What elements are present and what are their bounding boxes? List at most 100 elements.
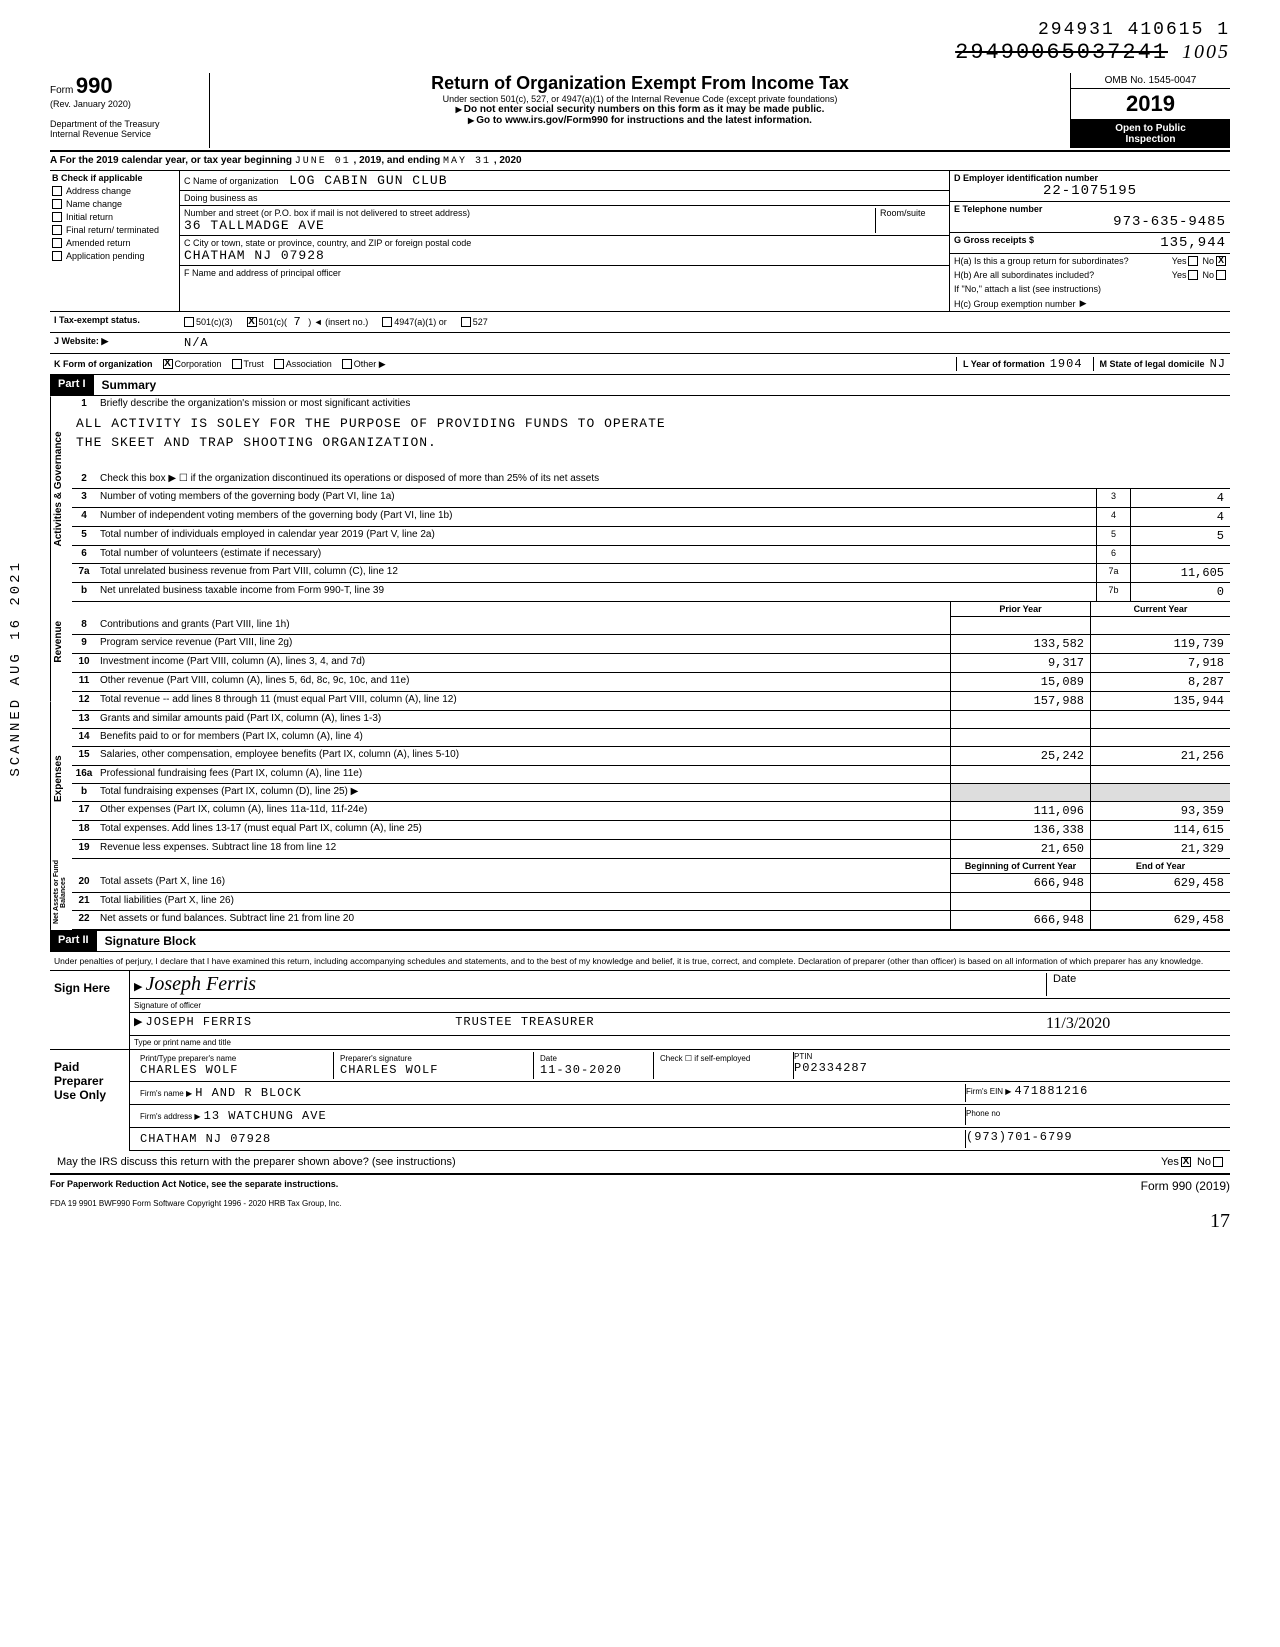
sig-date-label: Date [1046,973,1226,996]
col-headers-1: Prior YearCurrent Year [72,602,1230,617]
org-name-row: C Name of organization LOG CABIN GUN CLU… [180,171,949,191]
chk-corp[interactable] [163,359,173,369]
sig-declaration: Under penalties of perjury, I declare th… [50,952,1230,971]
chk-501c3[interactable] [184,317,194,327]
tax-year: 2019 [1071,89,1230,120]
summary-line-10: 10Investment income (Part VIII, column (… [72,654,1230,673]
h-note: If "No," attach a list (see instructions… [950,282,1230,296]
stamp-2: 29490065037241 [955,40,1168,65]
org-name: LOG CABIN GUN CLUB [289,173,447,188]
irs-label: Internal Revenue Service [50,129,205,139]
room-suite: Room/suite [875,208,945,233]
self-employed-chk[interactable]: Check ☐ if self-employed [654,1052,794,1079]
part2-header: Part II Signature Block [50,931,1230,952]
dept-treasury: Department of the Treasury [50,119,205,129]
summary-line-22: 22Net assets or fund balances. Subtract … [72,911,1230,930]
chk-4947[interactable] [382,317,392,327]
form-sub3: Go to www.irs.gov/Form990 for instructio… [216,115,1064,126]
stamp-1: 294931 410615 1 [50,20,1230,40]
chk-name-change[interactable]: Name change [52,199,177,209]
part1-header: Part I Summary [50,375,1230,396]
section-c: C Name of organization LOG CABIN GUN CLU… [180,171,950,311]
discuss-row: May the IRS discuss this return with the… [50,1151,1230,1175]
chk-trust[interactable] [232,359,242,369]
summary-line-8: 8Contributions and grants (Part VIII, li… [72,617,1230,635]
firm-address: 13 WATCHUNG AVE [204,1109,327,1123]
form-title: Return of Organization Exempt From Incom… [216,73,1064,94]
section-b: B Check if applicable Address change Nam… [50,171,180,311]
summary-line-21: 21Total liabilities (Part X, line 26) [72,893,1230,911]
h-b-row: H(b) Are all subordinates included? Yes … [950,268,1230,282]
officer-signature: Joseph Ferris [146,973,257,995]
ha-no[interactable] [1216,256,1226,266]
state-domicile: NJ [1210,357,1226,371]
city-row: C City or town, state or province, count… [180,236,949,266]
firm-phone: (973)701-6799 [966,1130,1226,1148]
preparer-sig: CHARLES WOLF [340,1063,527,1077]
chk-amended[interactable]: Amended return [52,238,177,248]
gross-row: G Gross receipts $ 135,944 [950,233,1230,254]
summary-line-9: 9Program service revenue (Part VIII, lin… [72,635,1230,654]
section-b-title: B Check if applicable [52,173,177,183]
form-number: 990 [76,73,113,98]
hb-no[interactable] [1216,270,1226,280]
section-d-g: D Employer identification number 22-1075… [950,171,1230,311]
line-i: I Tax-exempt status. 501(c)(3) 501(c)( 7… [50,312,1230,333]
summary-section: Activities & Governance Revenue Expenses… [50,396,1230,931]
chk-501c[interactable] [247,317,257,327]
tax-year-begin: JUNE 01 [295,156,351,167]
page-corner: 17 [50,1210,1230,1233]
chk-final-return[interactable]: Final return/ terminated [52,225,177,235]
ha-yes[interactable] [1188,256,1198,266]
chk-address-change[interactable]: Address change [52,186,177,196]
hb-yes[interactable] [1188,270,1198,280]
line-4: 4Number of independent voting members of… [72,508,1230,527]
tab-activities: Activities & Governance [50,396,72,582]
summary-line-14: 14Benefits paid to or for members (Part … [72,729,1230,747]
chk-other[interactable] [342,359,352,369]
discuss-yes[interactable] [1181,1157,1191,1167]
tax-year-end: MAY 31 [443,156,491,167]
paperwork-notice: For Paperwork Reduction Act Notice, see … [50,1179,338,1193]
website-value: N/A [180,333,213,353]
paid-preparer-label: Paid Preparer Use Only [50,1050,130,1151]
summary-body: 1Briefly describe the organization's mis… [72,396,1230,930]
street-row: Number and street (or P.O. box if mail i… [180,206,949,236]
chk-app-pending[interactable]: Application pending [52,251,177,261]
form-990-footer: Form 990 (2019) [1141,1179,1230,1193]
summary-line-11: 11Other revenue (Part VIII, column (A), … [72,673,1230,692]
dba-row: Doing business as [180,191,949,206]
h-c-row: H(c) Group exemption number ▶ [950,296,1230,311]
phone-row: E Telephone number 973-635-9485 [950,202,1230,233]
scanned-stamp: SCANNED AUG 16 2021 [8,560,24,777]
line-7a: 7aTotal unrelated business revenue from … [72,564,1230,583]
ein-row: D Employer identification number 22-1075… [950,171,1230,202]
header-grid: B Check if applicable Address change Nam… [50,171,1230,312]
tab-expenses: Expenses [50,702,72,855]
chk-assoc[interactable] [274,359,284,369]
year-formation: 1904 [1050,357,1083,371]
line-5: 5Total number of individuals employed in… [72,527,1230,546]
summary-line-12: 12Total revenue -- add lines 8 through 1… [72,692,1230,711]
header-stamps: 294931 410615 1 29490065037241 1005 [50,20,1230,65]
firm-ein: 471881216 [1015,1084,1089,1098]
tab-netassets: Net Assets or Fund Balances [50,855,72,930]
line-a: A For the 2019 calendar year, or tax yea… [50,152,1230,171]
discuss-no[interactable] [1213,1157,1223,1167]
line-7b: bNet unrelated business taxable income f… [72,583,1230,602]
summary-line-13: 13Grants and similar amounts paid (Part … [72,711,1230,729]
gross-receipts: 135,944 [1160,235,1226,251]
footer: For Paperwork Reduction Act Notice, see … [50,1175,1230,1197]
preparer-date: 11-30-2020 [540,1063,647,1077]
chk-initial-return[interactable]: Initial return [52,212,177,222]
line-k: K Form of organization Corporation Trust… [50,354,1230,375]
summary-line-20: 20Total assets (Part X, line 16)666,9486… [72,874,1230,893]
chk-527[interactable] [461,317,471,327]
line-j: J Website: ▶ N/A [50,333,1230,354]
501c-num: 7 [294,315,302,329]
form-rev: (Rev. January 2020) [50,99,205,109]
officer-title: TRUSTEE TREASURER [455,1015,594,1029]
officer-row: F Name and address of principal officer [180,266,949,298]
street-address: 36 TALLMADGE AVE [184,218,875,233]
summary-line-16a: 16aProfessional fundraising fees (Part I… [72,766,1230,784]
